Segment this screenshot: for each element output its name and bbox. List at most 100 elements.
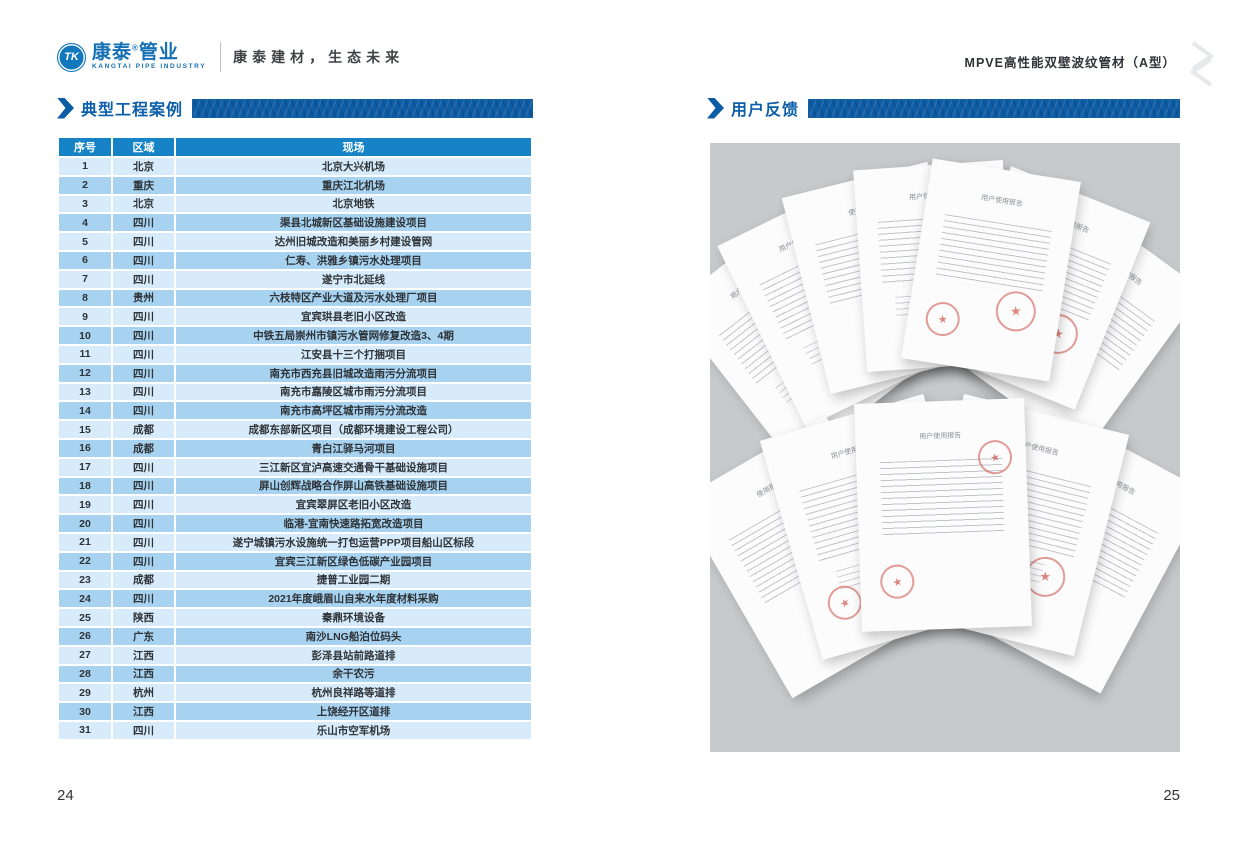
page-number-right: 25 xyxy=(1163,787,1180,804)
cell-site: 南充市高坪区城市雨污分流改造 xyxy=(176,402,531,420)
cell-site: 宜宾珙县老旧小区改造 xyxy=(176,308,531,326)
cell-region: 陕西 xyxy=(113,609,174,626)
table-row: 29 杭州 杭州良祥路等道排 xyxy=(59,684,531,702)
cell-site: 达州旧城改造和美丽乡村建设管网 xyxy=(176,233,531,250)
cell-no: 21 xyxy=(59,533,111,551)
page-number-left: 24 xyxy=(57,787,74,804)
table-row: 15 成都 成都东部新区项目（成都环境建设工程公司） xyxy=(59,421,531,438)
table-row: 19 四川 宜宾翠屏区老旧小区改造 xyxy=(59,496,531,514)
cell-no: 23 xyxy=(59,571,111,589)
header-divider xyxy=(220,42,222,72)
feedback-panel: 用户使用报告 用户使用报告 使用报告 用户使用报告 用户使用报告 用户使 xyxy=(710,143,1180,752)
cell-site: 南充市西充县旧城改造雨污分流项目 xyxy=(176,364,531,382)
brand-name-en: KANGTAI PIPE INDUSTRY xyxy=(92,63,207,71)
document-title: 用户使用报告 xyxy=(919,431,962,441)
cell-site: 彭泽县站前路道排 xyxy=(176,646,531,664)
cell-site: 中铁五局崇州市镇污水管网修复改造3、4期 xyxy=(176,327,531,344)
table-row: 5 四川 达州旧城改造和美丽乡村建设管网 xyxy=(59,233,531,250)
red-seal-stamp xyxy=(994,289,1037,332)
cell-region: 四川 xyxy=(113,402,174,420)
brand-slogan: 康泰建材，生态未来 xyxy=(233,49,405,65)
cell-no: 9 xyxy=(59,308,111,326)
cell-region: 成都 xyxy=(113,571,174,589)
cell-region: 四川 xyxy=(113,477,174,495)
cell-site: 余干农污 xyxy=(176,665,531,683)
cell-no: 3 xyxy=(59,195,111,213)
cell-region: 四川 xyxy=(113,721,174,739)
cell-site: 上饶经开区道排 xyxy=(176,703,531,720)
cell-site: 杭州良祥路等道排 xyxy=(176,684,531,702)
cell-region: 四川 xyxy=(113,345,174,363)
product-title: MPVE高性能双壁波纹管材（A型） xyxy=(964,56,1176,70)
cell-region: 四川 xyxy=(113,364,174,382)
column-header-site: 现场 xyxy=(176,138,531,156)
cell-no: 15 xyxy=(59,421,111,438)
cases-section-header: 典型工程案例 xyxy=(57,97,533,119)
cell-site: 成都东部新区项目（成都环境建设工程公司） xyxy=(176,421,531,438)
table-row: 14 四川 南充市高坪区城市雨污分流改造 xyxy=(59,402,531,420)
cell-region: 四川 xyxy=(113,327,174,344)
cell-no: 24 xyxy=(59,590,111,608)
cell-no: 26 xyxy=(59,627,111,645)
cell-site: 宜宾三江新区绿色低碳产业园项目 xyxy=(176,552,531,570)
table-row: 24 四川 2021年度峨眉山自来水年度材料采购 xyxy=(59,590,531,608)
cell-no: 17 xyxy=(59,458,111,476)
table-row: 22 四川 宜宾三江新区绿色低碳产业园项目 xyxy=(59,552,531,570)
cell-site: 渠县北城新区基础设施建设项目 xyxy=(176,214,531,232)
table-row: 13 四川 南充市嘉陵区城市雨污分流项目 xyxy=(59,383,531,401)
cell-region: 重庆 xyxy=(113,176,174,194)
cell-no: 22 xyxy=(59,552,111,570)
brand-block: 康泰®管业 KANGTAI PIPE INDUSTRY xyxy=(92,43,206,71)
cell-region: 四川 xyxy=(113,458,174,476)
cell-site: 宜宾翠屏区老旧小区改造 xyxy=(176,496,531,514)
cell-region: 江西 xyxy=(113,646,174,664)
cell-no: 5 xyxy=(59,233,111,250)
cell-no: 11 xyxy=(59,345,111,363)
table-row: 16 成都 青白江驿马河项目 xyxy=(59,439,531,457)
cell-region: 成都 xyxy=(113,421,174,438)
cell-region: 四川 xyxy=(113,590,174,608)
cell-site: 重庆江北机场 xyxy=(176,176,531,194)
registered-mark: ® xyxy=(132,43,139,53)
cell-site: 青白江驿马河项目 xyxy=(176,439,531,457)
cases-table: 序号 区域 现场 1 北京 北京大兴机场 2 重庆 重庆江北机场 xyxy=(57,136,533,741)
cell-region: 杭州 xyxy=(113,684,174,702)
table-row: 20 四川 临港-宜南快速路拓宽改造项目 xyxy=(59,515,531,532)
feedback-section-title: 用户反馈 xyxy=(731,102,800,119)
cases-table-body: 1 北京 北京大兴机场 2 重庆 重庆江北机场 3 北京 北京地铁 4 xyxy=(59,158,531,739)
chevron-arrow-icon xyxy=(707,97,724,119)
cell-site: 秦鼎环境设备 xyxy=(176,609,531,626)
table-row: 18 四川 屏山创辉战略合作屏山高铁基础设施项目 xyxy=(59,477,531,495)
cell-region: 四川 xyxy=(113,233,174,250)
cell-region: 江西 xyxy=(113,665,174,683)
column-header-region: 区域 xyxy=(113,138,174,156)
logo-text: TK xyxy=(64,51,79,63)
cell-no: 16 xyxy=(59,439,111,457)
cell-region: 北京 xyxy=(113,158,174,175)
cell-no: 12 xyxy=(59,364,111,382)
feedback-document: 用户使用报告 xyxy=(901,158,1081,382)
table-row: 31 四川 乐山市空军机场 xyxy=(59,721,531,739)
cell-no: 30 xyxy=(59,703,111,720)
cell-site: 三江新区宜泸高速交通骨干基础设施项目 xyxy=(176,458,531,476)
cell-no: 27 xyxy=(59,646,111,664)
cell-site: 屏山创辉战略合作屏山高铁基础设施项目 xyxy=(176,477,531,495)
chevron-arrow-icon xyxy=(57,97,74,119)
feedback-section-header: 用户反馈 xyxy=(707,97,1180,119)
red-seal-stamp xyxy=(924,300,961,337)
cell-region: 四川 xyxy=(113,251,174,269)
cell-no: 10 xyxy=(59,327,111,344)
cell-no: 13 xyxy=(59,383,111,401)
cell-no: 25 xyxy=(59,609,111,626)
cell-site: 南充市嘉陵区城市雨污分流项目 xyxy=(176,383,531,401)
cell-site: 六枝特区产业大道及污水处理厂项目 xyxy=(176,289,531,307)
cell-region: 四川 xyxy=(113,496,174,514)
document-title: 用户使用报告 xyxy=(980,194,1024,209)
cell-region: 四川 xyxy=(113,383,174,401)
table-row: 10 四川 中铁五局崇州市镇污水管网修复改造3、4期 xyxy=(59,327,531,344)
section-title-bar xyxy=(192,98,533,118)
cell-site: 仁寿、洪雅乡镇污水处理项目 xyxy=(176,251,531,269)
red-seal-stamp xyxy=(877,561,919,603)
cell-no: 1 xyxy=(59,158,111,175)
table-row: 25 陕西 秦鼎环境设备 xyxy=(59,609,531,626)
